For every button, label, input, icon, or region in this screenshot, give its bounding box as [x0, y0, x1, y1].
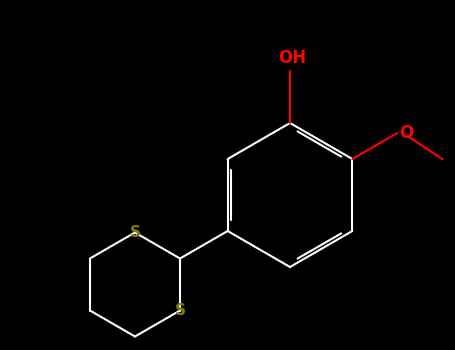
Text: S: S: [130, 225, 141, 240]
Text: O: O: [399, 124, 414, 142]
Text: S: S: [175, 303, 186, 318]
Text: OH: OH: [278, 49, 306, 67]
